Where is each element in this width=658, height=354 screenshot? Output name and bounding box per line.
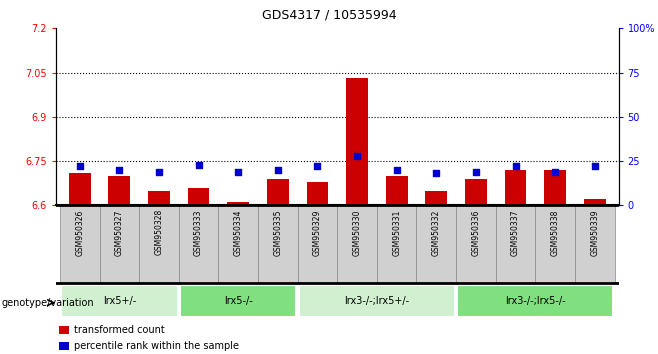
Bar	[307, 182, 328, 205]
Bar	[495, 205, 536, 283]
Text: GSM950333: GSM950333	[194, 209, 203, 256]
Bar	[258, 205, 297, 283]
Text: GSM950334: GSM950334	[234, 209, 243, 256]
Bar	[188, 188, 209, 205]
Text: lrx3-/-;lrx5-/-: lrx3-/-;lrx5-/-	[505, 296, 566, 306]
Bar	[267, 179, 289, 205]
Text: GSM950337: GSM950337	[511, 209, 520, 256]
Bar	[456, 205, 495, 283]
Bar	[457, 285, 613, 317]
Bar	[584, 199, 605, 205]
Bar	[59, 326, 70, 334]
Text: GSM950336: GSM950336	[471, 209, 480, 256]
Text: GSM950328: GSM950328	[155, 209, 163, 256]
Point	[74, 164, 85, 169]
Text: GSM950335: GSM950335	[273, 209, 282, 256]
Bar	[575, 205, 615, 283]
Text: lrx5-/-: lrx5-/-	[224, 296, 253, 306]
Point	[312, 164, 322, 169]
Bar	[227, 202, 249, 205]
Bar	[299, 285, 455, 317]
Bar	[179, 205, 218, 283]
Bar	[69, 173, 91, 205]
Point	[193, 162, 204, 167]
Bar	[377, 205, 417, 283]
Bar	[425, 190, 447, 205]
Point	[392, 167, 402, 173]
Bar	[386, 176, 407, 205]
Bar	[297, 205, 338, 283]
Bar	[180, 285, 296, 317]
Bar	[148, 190, 170, 205]
Point	[233, 169, 243, 175]
Text: lrx5+/-: lrx5+/-	[103, 296, 136, 306]
Bar	[99, 205, 139, 283]
Bar	[505, 170, 526, 205]
Text: GSM950338: GSM950338	[551, 209, 560, 256]
Bar	[338, 205, 377, 283]
Bar	[61, 285, 178, 317]
Point	[272, 167, 283, 173]
Text: GSM950339: GSM950339	[590, 209, 599, 256]
Point	[114, 167, 124, 173]
Point	[510, 164, 520, 169]
Bar	[218, 205, 258, 283]
Text: transformed count: transformed count	[74, 325, 165, 335]
Text: GSM950326: GSM950326	[75, 209, 84, 256]
Bar	[544, 170, 566, 205]
Text: GSM950331: GSM950331	[392, 209, 401, 256]
Text: genotype/variation: genotype/variation	[1, 298, 94, 308]
Text: lrx3-/-;lrx5+/-: lrx3-/-;lrx5+/-	[344, 296, 409, 306]
Point	[352, 153, 363, 159]
Bar	[60, 205, 99, 283]
Bar	[465, 179, 487, 205]
Bar	[417, 205, 456, 283]
Text: percentile rank within the sample: percentile rank within the sample	[74, 341, 240, 351]
Bar	[536, 205, 575, 283]
Text: GSM950327: GSM950327	[114, 209, 124, 256]
Point	[590, 164, 600, 169]
Text: GSM950332: GSM950332	[432, 209, 441, 256]
Point	[431, 171, 442, 176]
Text: GSM950330: GSM950330	[353, 209, 361, 256]
Point	[470, 169, 481, 175]
Point	[550, 169, 561, 175]
Text: GDS4317 / 10535994: GDS4317 / 10535994	[262, 9, 396, 22]
Bar	[139, 205, 179, 283]
Text: GSM950329: GSM950329	[313, 209, 322, 256]
Bar	[59, 342, 70, 350]
Bar	[346, 79, 368, 205]
Point	[154, 169, 164, 175]
Bar	[109, 176, 130, 205]
